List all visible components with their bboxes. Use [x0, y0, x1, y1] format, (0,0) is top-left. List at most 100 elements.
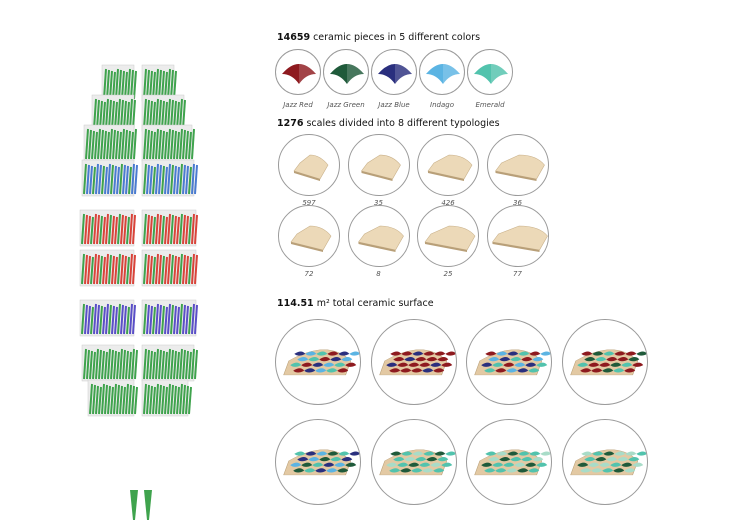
ceramic-scale [612, 368, 624, 373]
color-label: Jazz Red [283, 101, 313, 109]
facade-module [79, 299, 136, 337]
ceramic-scale [294, 451, 306, 456]
ceramic-scale [605, 457, 617, 462]
ceramic-scale [580, 351, 592, 356]
scale-piece [330, 64, 364, 84]
ceramic-scale [345, 362, 357, 367]
ceramic-scale [481, 362, 493, 367]
facade-module [81, 344, 138, 382]
ceramic-scale [432, 368, 444, 373]
ceramic-scale [601, 468, 613, 473]
ceramic-scale [315, 468, 327, 473]
ceramic-scale [418, 362, 430, 367]
ceramic-scale [495, 468, 507, 473]
ceramic-scale [591, 451, 603, 456]
color-swatch-jazz-red [275, 49, 321, 95]
ceramic-scale [532, 357, 544, 362]
ceramic-scale [488, 357, 500, 362]
ceramic-scale [432, 468, 444, 473]
ceramic-scale [297, 457, 309, 462]
typology-count: 8 [376, 270, 381, 278]
ceramic-scale [635, 451, 647, 456]
ceramic-scale [601, 368, 613, 373]
color-label: Jazz Green [327, 101, 365, 109]
ceramic-scale [624, 351, 636, 356]
ceramic-scale [540, 451, 551, 456]
ceramic-scale [594, 457, 606, 462]
ceramic-scale [444, 451, 456, 456]
ceramic-panel-circle [561, 419, 648, 505]
ceramic-scale [576, 362, 588, 367]
ceramic-scale [484, 368, 496, 373]
ceramic-scale [591, 351, 603, 356]
ceramic-scale [579, 368, 591, 373]
ceramic-scale [421, 468, 433, 473]
ceramic-scale [294, 351, 306, 356]
color-swatch-jazz-green [323, 49, 369, 95]
ceramic-scale [316, 351, 328, 356]
ceramic-scale [609, 362, 621, 367]
facade-module [141, 299, 198, 337]
ceramic-scale [312, 362, 324, 367]
ceramic-scale [388, 468, 400, 473]
ceramic-scale [521, 357, 533, 362]
scale-board [290, 225, 332, 251]
ceramic-scale [403, 457, 415, 462]
ceramic-scale [411, 351, 423, 356]
ceramic-scale [529, 351, 541, 356]
ceramic-scale [528, 468, 540, 473]
ceramic-scale [587, 462, 599, 467]
scale-board [424, 225, 476, 251]
ceramic-scale [410, 368, 422, 373]
ceramic-scale [319, 457, 331, 462]
ceramic-scale [616, 457, 628, 462]
typology-circle [347, 205, 410, 267]
ceramic-scale [334, 462, 346, 467]
ceramic-scale [341, 457, 353, 462]
typology-count: 72 [304, 270, 314, 278]
ceramic-scale [605, 357, 617, 362]
typology-circle [486, 134, 549, 196]
ceramic-scale [510, 357, 522, 362]
ceramic-scale [414, 357, 426, 362]
ceramic-scale [338, 451, 350, 456]
ceramic-scale [590, 468, 602, 473]
ceramic-scale [326, 368, 338, 373]
ceramic-scale [411, 451, 423, 456]
ceramic-scale [485, 451, 497, 456]
color-label: Emerald [475, 101, 505, 109]
ceramic-scale [330, 357, 342, 362]
scale-board [494, 154, 545, 180]
ceramic-scale [330, 457, 342, 462]
scale-board [427, 154, 473, 180]
ceramic-scale [602, 351, 614, 356]
ceramic-scale [385, 462, 397, 467]
ceramic-scale [532, 457, 544, 462]
scale-board [491, 225, 548, 251]
ceramic-scale [422, 451, 434, 456]
ceramic-scale [495, 368, 507, 373]
ceramic-scale [518, 351, 530, 356]
ceramic-scale [594, 357, 606, 362]
typology-count: 36 [513, 199, 522, 207]
ceramic-scale [613, 351, 625, 356]
facade-module [79, 209, 136, 247]
ceramic-scale [399, 368, 411, 373]
ceramic-scale [396, 362, 408, 367]
ceramic-scale [518, 451, 530, 456]
ceramic-scale [440, 462, 452, 467]
ceramic-scale [631, 462, 643, 467]
ceramic-scale [334, 362, 346, 367]
scale-piece [474, 64, 508, 84]
typology-circle [278, 134, 340, 196]
ceramic-scale [613, 451, 625, 456]
ceramic-scale [301, 362, 313, 367]
ceramic-scale [290, 362, 302, 367]
ceramic-scale [514, 462, 526, 467]
ceramic-scale [507, 351, 519, 356]
scale-piece [378, 64, 412, 84]
ceramic-scale [433, 351, 445, 356]
ceramic-panel-circle [370, 319, 457, 405]
typology-count: 77 [513, 270, 522, 278]
ceramic-scale [418, 462, 430, 467]
